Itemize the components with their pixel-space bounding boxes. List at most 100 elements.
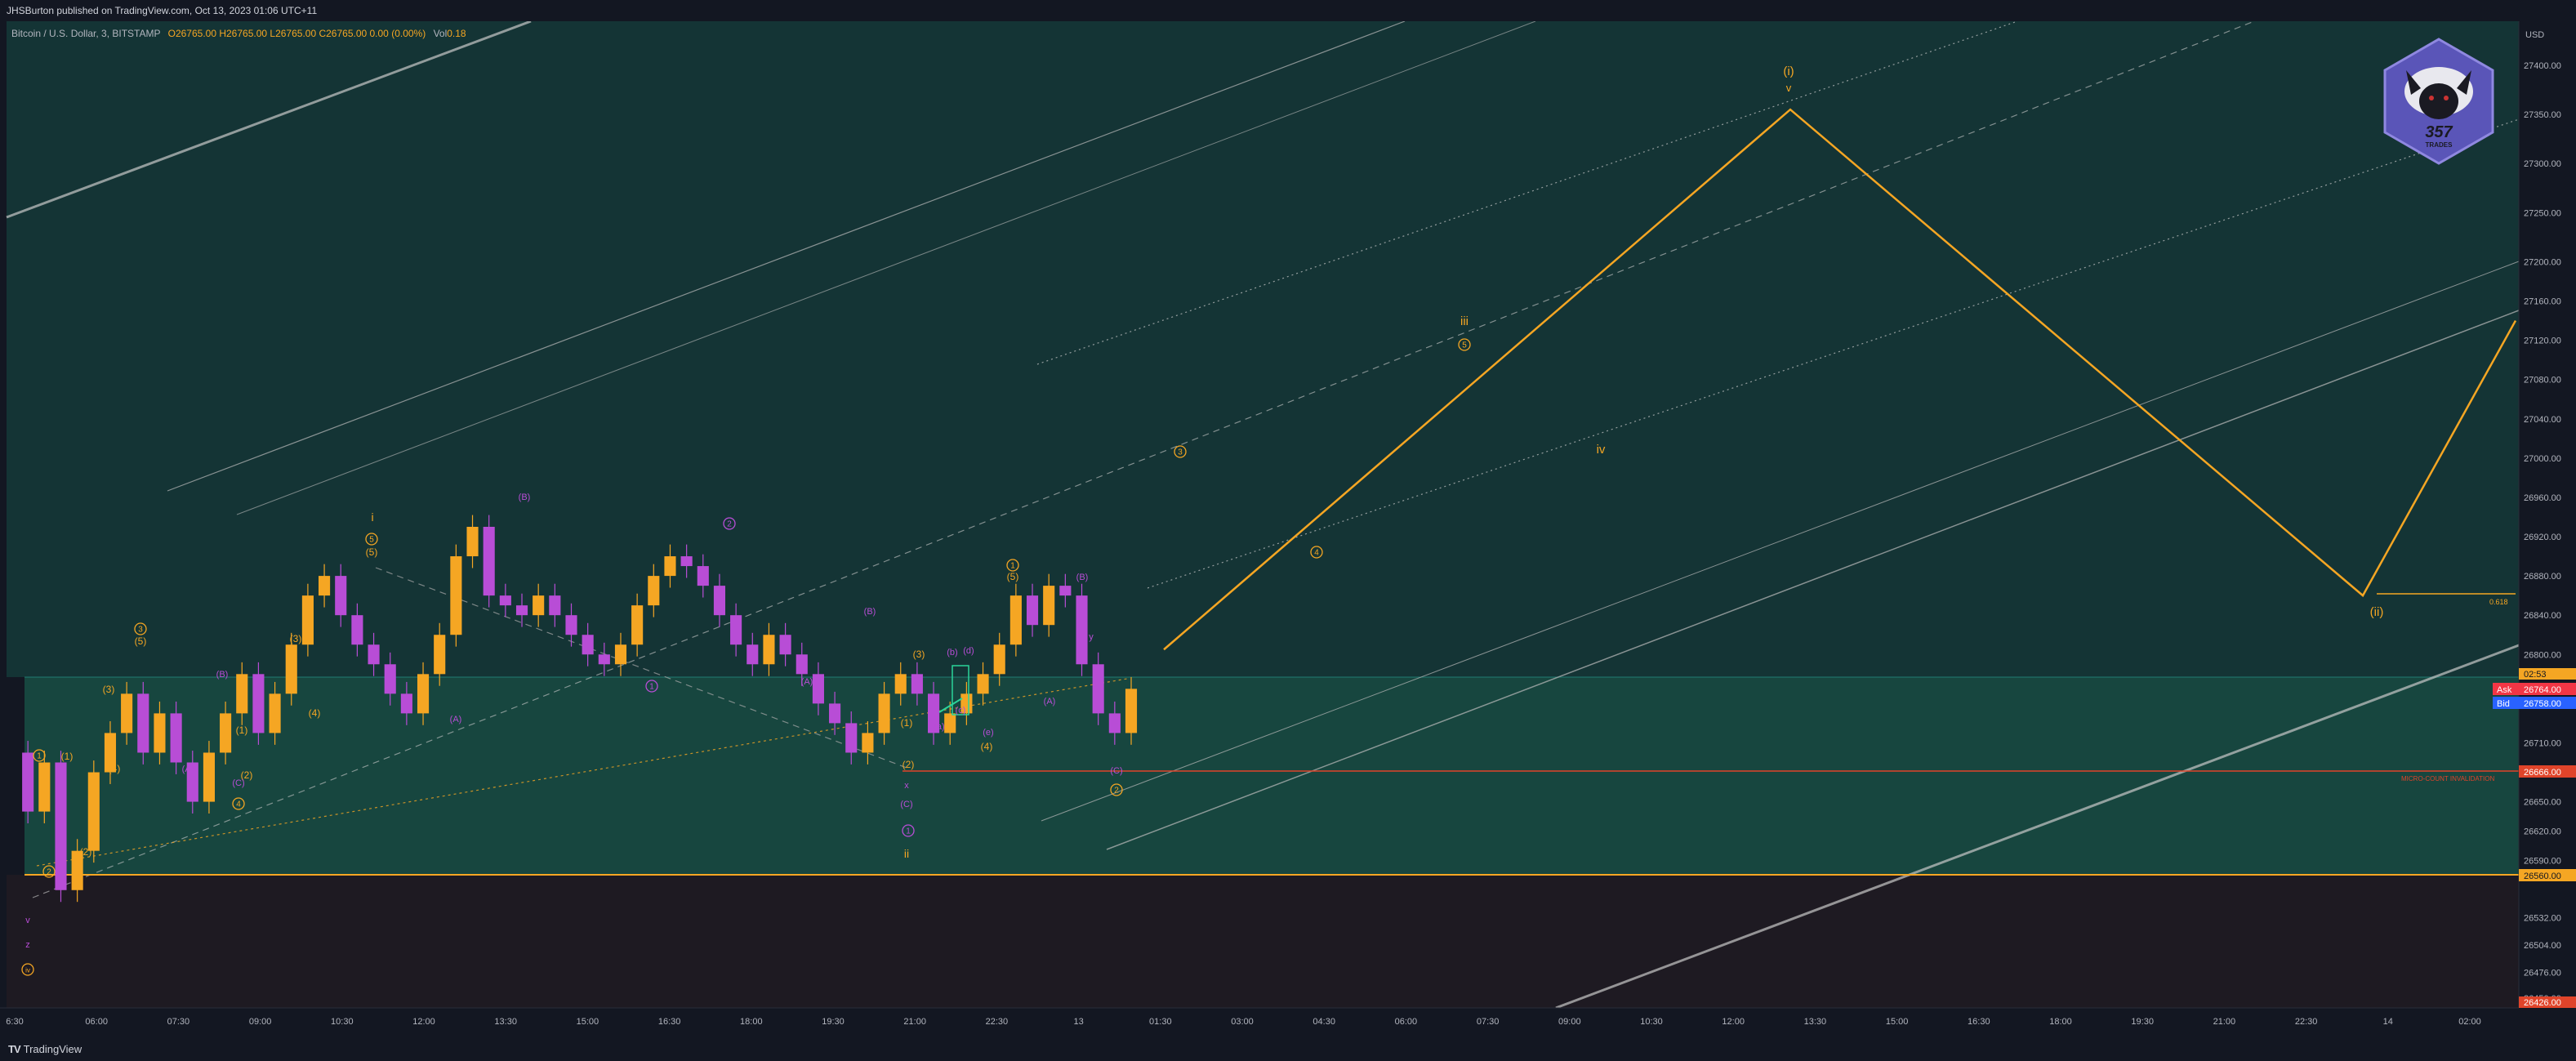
price-tick: 26840.00 (2524, 611, 2561, 621)
time-tick: 10:30 (331, 1017, 354, 1027)
time-tick: 13:30 (494, 1017, 517, 1027)
price-tick: 26532.00 (2524, 913, 2561, 923)
candle-body (137, 693, 149, 753)
time-tick: 01:30 (1149, 1017, 1172, 1027)
candle-body (104, 733, 117, 773)
symbol-title[interactable]: Bitcoin / U.S. Dollar, 3, BITSTAMP (11, 28, 161, 39)
time-tick: 16:30 (658, 1017, 681, 1027)
time-tick: 09:00 (1558, 1017, 1581, 1027)
trend-dashed-down[interactable] (375, 567, 907, 769)
wave-circle (365, 533, 378, 546)
wave-label-p3: (3) (290, 633, 302, 644)
tradingview-brand[interactable]: TV TradingView (8, 1043, 82, 1055)
candle-body (499, 595, 511, 606)
candle-body (878, 693, 890, 733)
time-tick: 19:30 (822, 1017, 845, 1027)
bid-label-text: Bid (2497, 699, 2510, 709)
wave-label-a-3: (A) (801, 677, 813, 687)
wave-circle-label: 1 (649, 683, 654, 692)
time-tick: 14 (2383, 1017, 2393, 1027)
channel-lines[interactable] (6, 21, 2520, 1010)
time-tick: 15:00 (577, 1017, 599, 1027)
wave-circle-label: 3 (1178, 448, 1183, 457)
wave-label-p5b: (5) (366, 546, 378, 558)
candle-body (285, 644, 297, 694)
time-tick: 04:30 (1313, 1017, 1335, 1027)
logo-number: 357 (2425, 123, 2453, 141)
wave-label-iv: iv (1597, 443, 1606, 457)
time-axis-bg (0, 1008, 2576, 1036)
micro-trendline[interactable] (938, 698, 963, 713)
price-tick: 26960.00 (2524, 493, 2561, 503)
wave-label-b-2: (B) (216, 670, 229, 680)
time-tick: 22:30 (2295, 1017, 2318, 1027)
wave-label-b-1: (B) (519, 493, 531, 502)
wave-circle-label: 3 (138, 626, 143, 635)
candle-body (417, 674, 430, 714)
candle-body (911, 674, 923, 694)
price-tick: 27400.00 (2524, 61, 2561, 71)
wave-circle (1458, 338, 1471, 351)
chart-canvas[interactable]: MICRO-COUNT INVALIDATION 0.618 (i) v iii… (0, 21, 2576, 1036)
level-red-badge (2519, 765, 2576, 778)
micro-box[interactable] (952, 665, 969, 716)
time-tick: 07:30 (167, 1017, 190, 1027)
wave-circle (1174, 445, 1187, 458)
wave-label-sub-e: (e) (983, 728, 993, 738)
candle-body (598, 654, 610, 665)
symbol-legend[interactable]: Bitcoin / U.S. Dollar, 3, BITSTAMP O2676… (11, 28, 466, 39)
channel-line-lower-solid[interactable] (1555, 644, 2520, 1010)
candle-body (713, 586, 726, 616)
candle-body (1125, 689, 1138, 733)
top-bar: JHSBurton published on TradingView.com, … (0, 0, 2576, 21)
time-tick: 10:30 (1640, 1017, 1663, 1027)
candle-body (829, 703, 841, 724)
price-tick: 26590.00 (2524, 857, 2561, 867)
price-tick: 27120.00 (2524, 337, 2561, 346)
time-axis-ticks[interactable]: 6:30 06:00 07:30 09:00 10:30 12:00 13:30 15:00 1… (6, 1017, 2480, 1027)
time-tick: 07:30 (1477, 1017, 1500, 1027)
price-tick: 27080.00 (2524, 376, 2561, 386)
candle-body (730, 615, 742, 645)
channel-line-dashed[interactable] (32, 21, 2255, 898)
wave-circle (33, 749, 46, 762)
projection-path[interactable] (1163, 108, 2517, 651)
channel-line-lower-2[interactable] (1106, 310, 2520, 850)
channel-line-upper-2[interactable] (167, 21, 1406, 492)
time-tick: 21:00 (2213, 1017, 2236, 1027)
candle-body (697, 566, 709, 586)
logo-ears (2406, 70, 2421, 95)
wave-circle (134, 622, 147, 635)
trend-dotted-orange[interactable] (36, 678, 1128, 867)
time-tick: 21:00 (903, 1017, 926, 1027)
channel-line-lower-1[interactable] (1041, 261, 2520, 822)
ohlc-values: O26765.00 H26765.00 L26765.00 C26765.00 … (167, 28, 426, 39)
trader-logo: 357 TRADES (2383, 38, 2494, 165)
price-axis-bg (2519, 21, 2576, 1008)
wave-circle-label: 5 (369, 536, 374, 545)
channel-line-dotted-2[interactable] (1147, 118, 2520, 589)
channel-line-dotted-1[interactable] (1036, 21, 2018, 365)
candle-body (170, 713, 182, 763)
candle-body (648, 576, 660, 606)
candle-body (1009, 595, 1022, 645)
wave-label-v-small: v (25, 916, 30, 925)
wave-label-v-top: v (1786, 82, 1792, 94)
published-text: JHSBurton published on TradingView.com, … (7, 5, 318, 16)
candle-body (384, 664, 396, 694)
channel-line-upper-solid[interactable] (6, 21, 532, 219)
candle-body (796, 654, 808, 675)
candle-body (614, 644, 627, 665)
candle-body (1076, 595, 1088, 665)
wave-circle-label: 2 (1114, 787, 1119, 796)
channel-line-upper-3[interactable] (236, 21, 1536, 515)
candle-body (862, 733, 874, 753)
candle-body (1043, 586, 1055, 626)
candle-body (466, 526, 479, 557)
time-tick: 12:00 (1722, 1017, 1745, 1027)
price-axis-currency[interactable]: USD (2525, 30, 2544, 40)
candle-body (434, 635, 446, 675)
price-candles[interactable] (22, 515, 1138, 903)
fib-level-label: 0.618 (2489, 598, 2508, 606)
